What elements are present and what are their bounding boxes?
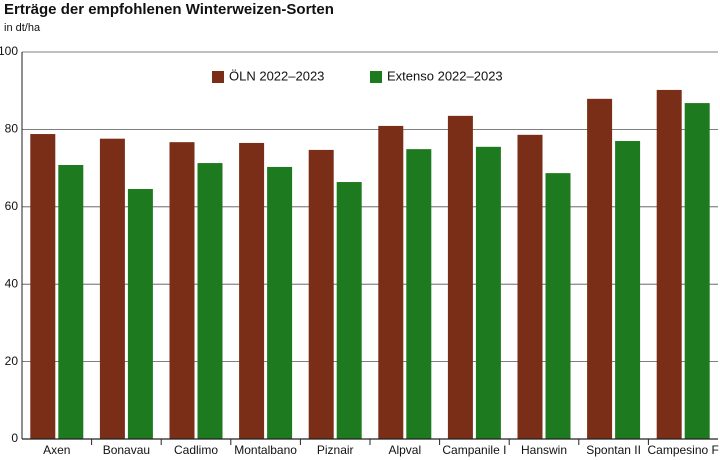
legend-label: Extenso 2022–2023	[387, 68, 503, 83]
bar	[656, 89, 682, 440]
x-tick-label: Hanswin	[521, 443, 567, 457]
x-tick-label: Cadlimo	[174, 443, 218, 457]
bar	[169, 142, 195, 439]
bar	[587, 98, 613, 440]
chart-subtitle: in dt/ha	[4, 22, 41, 34]
bar	[336, 182, 362, 440]
x-tick-label: Campesino F	[648, 443, 719, 457]
y-tick-label: 0	[11, 431, 18, 445]
bar	[197, 163, 223, 439]
bar	[517, 134, 543, 439]
y-tick-label: 80	[5, 122, 19, 136]
bar	[684, 103, 710, 440]
legend-swatch	[212, 71, 224, 83]
y-tick-label: 40	[5, 276, 19, 290]
x-tick-label: Alpval	[388, 443, 421, 457]
y-tick-label: 20	[5, 354, 19, 368]
bar	[447, 115, 473, 439]
y-tick-label: 100	[0, 44, 18, 58]
bar	[308, 149, 334, 439]
bar	[239, 142, 265, 439]
bar	[378, 125, 404, 440]
legend-label: ÖLN 2022–2023	[229, 68, 324, 83]
bar	[99, 138, 125, 440]
bar	[58, 165, 84, 439]
x-tick-label: Spontan II	[586, 443, 641, 457]
x-tick-label: Piznair	[317, 443, 354, 457]
y-tick-label: 60	[5, 199, 19, 213]
bar	[615, 141, 641, 439]
bar	[267, 166, 293, 439]
x-tick-label: Bonavau	[103, 443, 150, 457]
x-tick-label: Campanile I	[442, 443, 506, 457]
bar	[30, 134, 56, 439]
legend-swatch	[370, 71, 382, 83]
bar	[127, 188, 153, 439]
x-tick-label: Axen	[43, 443, 70, 457]
bar	[545, 173, 571, 440]
bar	[475, 146, 501, 439]
x-tick-label: Montalbano	[234, 443, 297, 457]
chart-title: Erträge der empfohlenen Winterweizen-Sor…	[4, 1, 334, 18]
bar	[406, 149, 432, 439]
legend: ÖLN 2022–2023 Extenso 2022–2023	[212, 68, 503, 83]
